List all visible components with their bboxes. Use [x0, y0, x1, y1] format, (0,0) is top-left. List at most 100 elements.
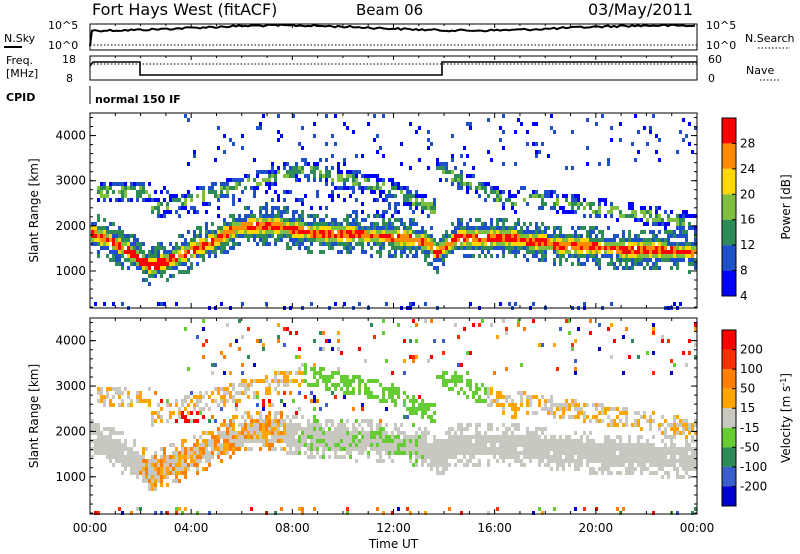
power-cell [139, 262, 142, 266]
velocity-cell [685, 455, 688, 459]
power-cell [277, 130, 280, 134]
power-cell [355, 154, 358, 158]
velocity-cell [634, 443, 637, 447]
velocity-cell [469, 351, 472, 355]
power-cell [385, 198, 388, 202]
power-cell [130, 262, 133, 266]
power-cell [250, 186, 253, 190]
velocity-cell [589, 419, 592, 423]
velocity-cell [535, 427, 538, 431]
power-cell [127, 234, 130, 238]
power-cell [172, 262, 175, 266]
power-cell [613, 234, 616, 238]
velocity-cell [100, 443, 103, 447]
power-cell [388, 190, 391, 194]
velocity-cell [505, 447, 508, 451]
power-cell [670, 266, 673, 270]
power-cell [121, 242, 124, 246]
velocity-cell [352, 439, 355, 443]
velocity-cell [103, 435, 106, 439]
velocity-cell [298, 451, 301, 455]
velocity-cell [547, 451, 550, 455]
power-cell [571, 254, 574, 258]
velocity-cell [646, 467, 649, 471]
power-cell [601, 238, 604, 242]
velocity-cell [97, 399, 100, 403]
power-cell [175, 250, 178, 254]
velocity-cell [130, 451, 133, 455]
power-cell [184, 206, 187, 210]
velocity-cell [634, 411, 637, 415]
velocity-cell [310, 447, 313, 451]
power-cell [454, 242, 457, 246]
velocity-cell [283, 371, 286, 375]
power-cell [205, 226, 208, 230]
power-cell [547, 194, 550, 198]
velocity-cell [106, 455, 109, 459]
velocity-cell [463, 435, 466, 439]
velocity-cell [511, 455, 514, 459]
velocity-cell [676, 459, 679, 463]
velocity-cell [256, 339, 259, 343]
power-cell [526, 130, 529, 134]
velocity-cell [505, 451, 508, 455]
velocity-cell [325, 443, 328, 447]
power-cell [685, 254, 688, 258]
velocity-cell [331, 371, 334, 375]
velocity-cell [400, 431, 403, 435]
power-cell [616, 242, 619, 246]
power-cell [397, 186, 400, 190]
power-cell [463, 238, 466, 242]
power-cell [520, 238, 523, 242]
power-cell [97, 198, 100, 202]
power-cell [511, 202, 514, 206]
power-cell [445, 234, 448, 238]
power-cell [490, 218, 493, 222]
power-cell [112, 254, 115, 258]
power-cell [652, 222, 655, 226]
power-cell [592, 254, 595, 258]
power-cell [535, 142, 538, 146]
velocity-cell [340, 447, 343, 451]
velocity-cell [199, 411, 202, 415]
power-cell [193, 230, 196, 234]
velocity-cell [529, 451, 532, 455]
velocity-cell [208, 407, 211, 411]
power-cell [562, 194, 565, 198]
power-cell [103, 182, 106, 186]
power-cell [610, 210, 613, 214]
velocity-cell [112, 387, 115, 391]
power-cell [94, 226, 97, 230]
velocity-cell [625, 415, 628, 419]
velocity-cell [421, 463, 424, 467]
velocity-cell [481, 447, 484, 451]
velocity-cell [202, 431, 205, 435]
power-cell [553, 258, 556, 262]
velocity-cell [475, 447, 478, 451]
power-cell [280, 214, 283, 218]
velocity-cell [334, 383, 337, 387]
power-cell [694, 258, 697, 262]
power-cell [355, 198, 358, 202]
power-cell [418, 234, 421, 238]
power-cell [646, 246, 649, 250]
velocity-cell [421, 439, 424, 443]
velocity-cell [229, 439, 232, 443]
power-cell [595, 122, 598, 126]
velocity-cell [244, 435, 247, 439]
velocity-cell [133, 451, 136, 455]
velocity-cell [673, 443, 676, 447]
velocity-cell [193, 451, 196, 455]
velocity-cell [283, 431, 286, 435]
velocity-cell [244, 447, 247, 451]
power-cell [349, 234, 352, 238]
velocity-cell [652, 327, 655, 331]
power-cell [196, 250, 199, 254]
velocity-cell [505, 399, 508, 403]
velocity-cell [487, 391, 490, 395]
power-cell [223, 222, 226, 226]
power-cell [250, 234, 253, 238]
velocity-cell [307, 419, 310, 423]
power-cell [316, 194, 319, 198]
velocity-cell [136, 455, 139, 459]
